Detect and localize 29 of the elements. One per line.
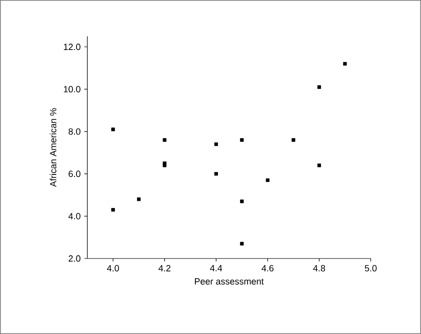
x-tick-label: 4.2 xyxy=(158,264,170,272)
point xyxy=(214,142,218,146)
x-tick-label: 4.8 xyxy=(313,264,326,272)
y-tick-label: 6.0 xyxy=(68,170,80,177)
point xyxy=(266,178,270,182)
x-tick-label: 4.4 xyxy=(210,264,222,272)
point xyxy=(111,208,115,212)
point xyxy=(240,138,244,142)
point xyxy=(162,138,166,142)
y-tick-label: 4.0 xyxy=(68,212,80,220)
point xyxy=(111,128,115,132)
point xyxy=(162,164,166,168)
x-tick-label: 5.0 xyxy=(364,264,377,272)
x-tick-label: 4.0 xyxy=(107,264,119,272)
y-tick-label: 10.0 xyxy=(64,86,80,92)
y-tick-label: 12.0 xyxy=(64,44,80,50)
x-tick-label: 4.6 xyxy=(262,264,274,272)
point xyxy=(292,138,296,142)
point xyxy=(343,62,347,66)
point xyxy=(317,164,322,168)
x-axis-title: Peer assessment xyxy=(194,278,264,285)
y-tick-label: 2.0 xyxy=(68,255,80,262)
point xyxy=(317,85,322,89)
y-axis-title: African American % xyxy=(50,108,56,187)
point xyxy=(240,200,244,204)
point xyxy=(240,242,244,246)
y-tick-label: 8.0 xyxy=(68,128,80,135)
point xyxy=(214,172,218,176)
point xyxy=(137,197,141,201)
